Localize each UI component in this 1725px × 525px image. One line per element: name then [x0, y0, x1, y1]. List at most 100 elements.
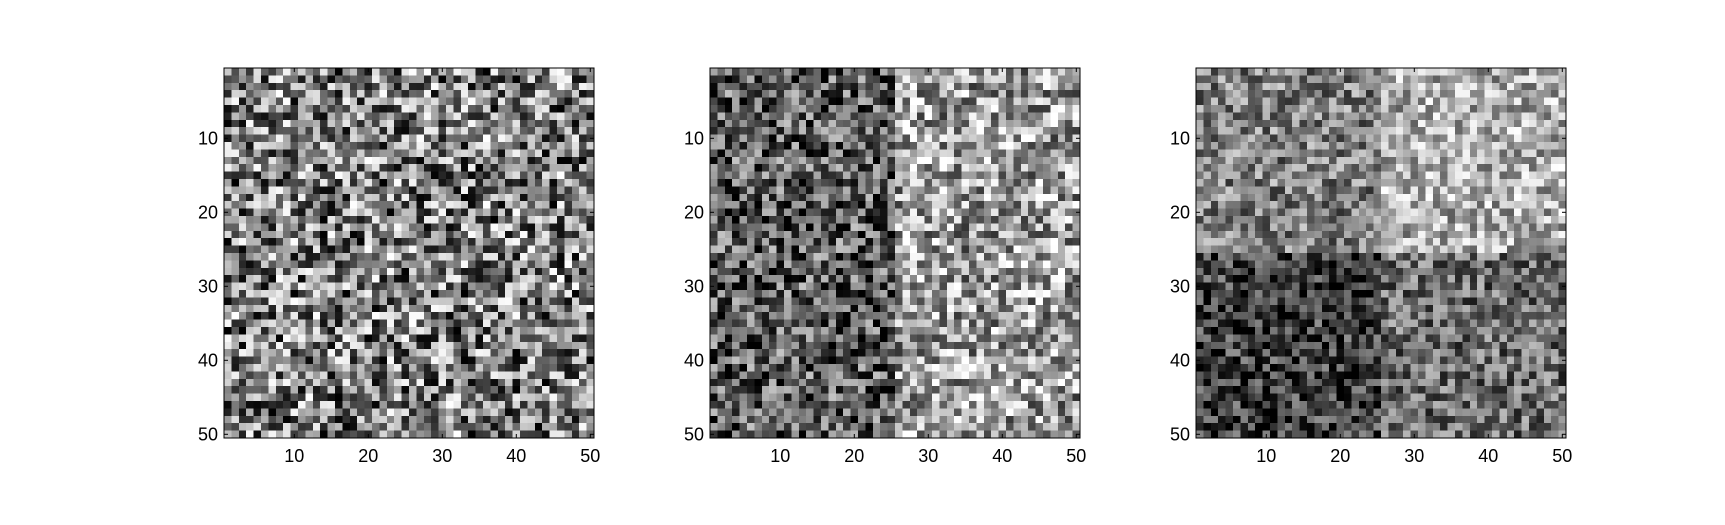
heatmap-cell [998, 267, 1007, 276]
heatmap-cell [246, 408, 255, 417]
heatmap-cell [917, 112, 926, 121]
heatmap-cell [1065, 401, 1074, 409]
heatmap-cell [821, 156, 829, 165]
heatmap-cell [710, 275, 718, 284]
heatmap-cell [409, 223, 417, 232]
heatmap-cell [939, 319, 948, 328]
heatmap-cell [717, 127, 726, 136]
heatmap-cell [246, 193, 255, 202]
heatmap-cell [261, 267, 269, 276]
heatmap-cell [872, 142, 881, 150]
heatmap-cell [409, 297, 417, 306]
heatmap-cell [969, 319, 977, 328]
heatmap-cell [394, 245, 403, 254]
heatmap-cell [394, 290, 403, 298]
heatmap-cell [821, 282, 829, 291]
heatmap-cell [813, 119, 822, 128]
heatmap-cell [717, 171, 726, 180]
heatmap-cell [946, 371, 955, 380]
heatmap-cell [520, 378, 528, 387]
heatmap-cell [224, 201, 232, 210]
heatmap-cell [872, 82, 881, 91]
heatmap-cell [828, 319, 837, 328]
heatmap-cell [335, 349, 343, 358]
heatmap-cell [231, 223, 240, 232]
heatmap-cell [821, 349, 829, 358]
heatmap-cell [468, 253, 477, 261]
heatmap-cell [724, 304, 733, 313]
heatmap-cell [1057, 119, 1066, 128]
heatmap-cell [238, 127, 247, 136]
heatmap-cell [386, 341, 395, 350]
heatmap-cell [835, 142, 844, 150]
heatmap-cell [1013, 253, 1022, 261]
heatmap-cell [335, 408, 343, 417]
heatmap-cell [1020, 260, 1029, 269]
heatmap-cell [761, 245, 770, 254]
heatmap-cell [483, 393, 491, 402]
heatmap-cell [1043, 75, 1051, 84]
heatmap-cell [828, 371, 837, 380]
heatmap-cell [490, 378, 499, 387]
heatmap-cell [887, 105, 896, 113]
heatmap-cell [460, 230, 469, 239]
heatmap-cell [564, 105, 573, 113]
heatmap-cell [724, 282, 733, 291]
heatmap-cell [261, 423, 269, 432]
heatmap-cell [1050, 230, 1059, 239]
heatmap-cell [754, 149, 763, 158]
heatmap-cell [754, 68, 763, 76]
heatmap-cell [732, 371, 741, 380]
heatmap-cell [732, 253, 741, 261]
heatmap-cell [446, 349, 454, 358]
heatmap-cell [549, 201, 558, 210]
heatmap-cell [932, 415, 940, 424]
heatmap-cell [1072, 290, 1081, 298]
heatmap-cell [416, 282, 425, 291]
heatmap-cell [806, 201, 815, 210]
heatmap-cell [364, 267, 373, 276]
heatmap-cell [983, 319, 992, 328]
heatmap-cell [253, 282, 262, 291]
heatmap-cell [895, 364, 903, 372]
heatmap-cell [724, 423, 733, 432]
heatmap-cell [732, 230, 741, 239]
heatmap-cell [483, 119, 491, 128]
heatmap-cell [732, 260, 741, 269]
heatmap-cell [372, 105, 380, 113]
heatmap-cell [231, 297, 240, 306]
heatmap-cell [976, 164, 985, 173]
heatmap-cell [917, 142, 926, 150]
heatmap-cell [747, 401, 755, 409]
heatmap-cell [557, 253, 565, 261]
heatmap-cell [991, 97, 1000, 106]
heatmap-cell [564, 401, 573, 409]
heatmap-cell [527, 179, 536, 187]
heatmap-cell [253, 393, 262, 402]
heatmap-cell [335, 267, 343, 276]
heatmap-cell [806, 75, 815, 84]
heatmap-cell [761, 149, 770, 158]
heatmap-cell [460, 68, 469, 76]
heatmap-cell [579, 304, 588, 313]
heatmap-cell [416, 105, 425, 113]
heatmap-cell [438, 156, 447, 165]
heatmap-cell [453, 386, 462, 395]
heatmap-cell [969, 119, 977, 128]
heatmap-cell [386, 97, 395, 106]
heatmap-cell [924, 371, 933, 380]
heatmap-cell [409, 327, 417, 335]
heatmap-cell [724, 179, 733, 187]
heatmap-cell [327, 275, 336, 284]
heatmap-cell [401, 327, 410, 335]
heatmap-cell [557, 364, 565, 372]
heatmap-cell [275, 371, 284, 380]
heatmap-cell [976, 282, 985, 291]
heatmap-cell [579, 90, 588, 99]
heatmap-cell [835, 386, 844, 395]
heatmap-cell [534, 378, 543, 387]
heatmap-cell [1028, 349, 1037, 358]
heatmap-cell [468, 186, 477, 195]
heatmap-cell [828, 193, 837, 202]
heatmap-cell [932, 364, 940, 372]
